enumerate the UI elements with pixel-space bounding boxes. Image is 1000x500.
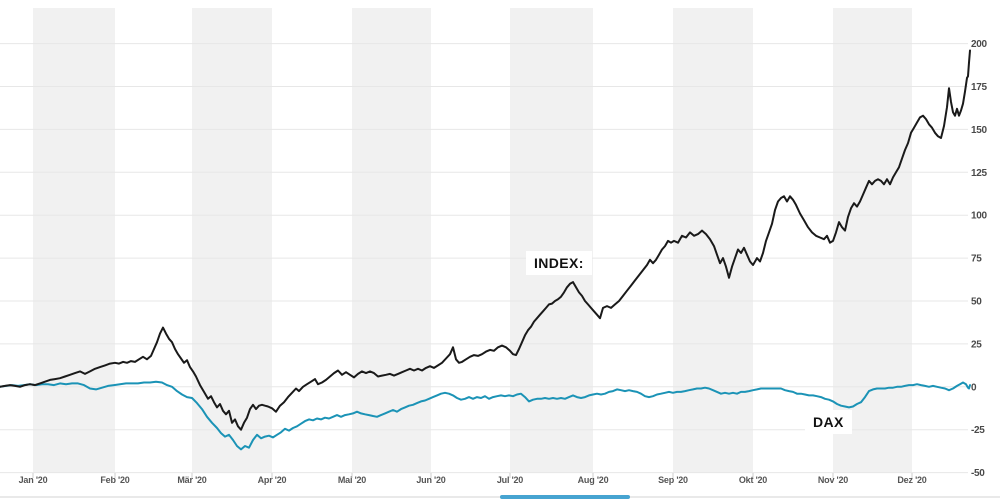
scrollbar-thumb[interactable] (500, 495, 630, 499)
x-tick-label: Feb '20 (100, 475, 129, 485)
x-tick-label: Mär '20 (177, 475, 206, 485)
x-tick-label: Okt '20 (739, 475, 767, 485)
y-tick-label: 200 (971, 39, 988, 50)
month-band (673, 8, 753, 473)
x-tick-label: Mai '20 (338, 475, 366, 485)
dax-line (0, 380, 971, 451)
x-tick-label: Dez '20 (897, 475, 926, 485)
x-tick-label: Jul '20 (497, 475, 523, 485)
y-tick-label: 25 (971, 339, 982, 350)
y-tick-label: -25 (971, 425, 985, 436)
y-gridlines (0, 43, 968, 474)
x-tick-label: Nov '20 (818, 475, 848, 485)
y-tick-label: 0 (971, 382, 977, 393)
y-tick-label: 125 (971, 168, 988, 179)
x-ticks (32, 473, 913, 478)
month-band (33, 8, 115, 473)
y-tick-label: 75 (971, 254, 982, 265)
month-band (510, 8, 593, 473)
month-band (192, 8, 272, 473)
y-tick-label: 150 (971, 125, 988, 136)
x-tick-label: Jan '20 (19, 475, 48, 485)
y-tick-label: -50 (971, 468, 985, 479)
x-tick-label: Sep '20 (658, 475, 688, 485)
month-band (833, 8, 912, 473)
x-tick-label: Aug '20 (578, 475, 609, 485)
x-tick-label: Jun '20 (416, 475, 445, 485)
index-series-label: INDEX: (526, 251, 592, 275)
x-axis-labels: Jan '20 Feb '20 Mär '20 Apr '20 Mai '20 Jun '… (19, 475, 927, 485)
x-tick-label: Apr '20 (258, 475, 287, 485)
dax-series-label: DAX (805, 410, 852, 434)
y-axis-labels: 200 175 150 125 100 75 50 25 0 -25 -50 (971, 39, 988, 479)
month-band (352, 8, 431, 473)
month-bands (33, 8, 912, 473)
y-tick-label: 175 (971, 82, 988, 93)
y-tick-label: 50 (971, 297, 982, 308)
y-tick-label: 100 (971, 211, 988, 222)
index-line (0, 49, 971, 431)
